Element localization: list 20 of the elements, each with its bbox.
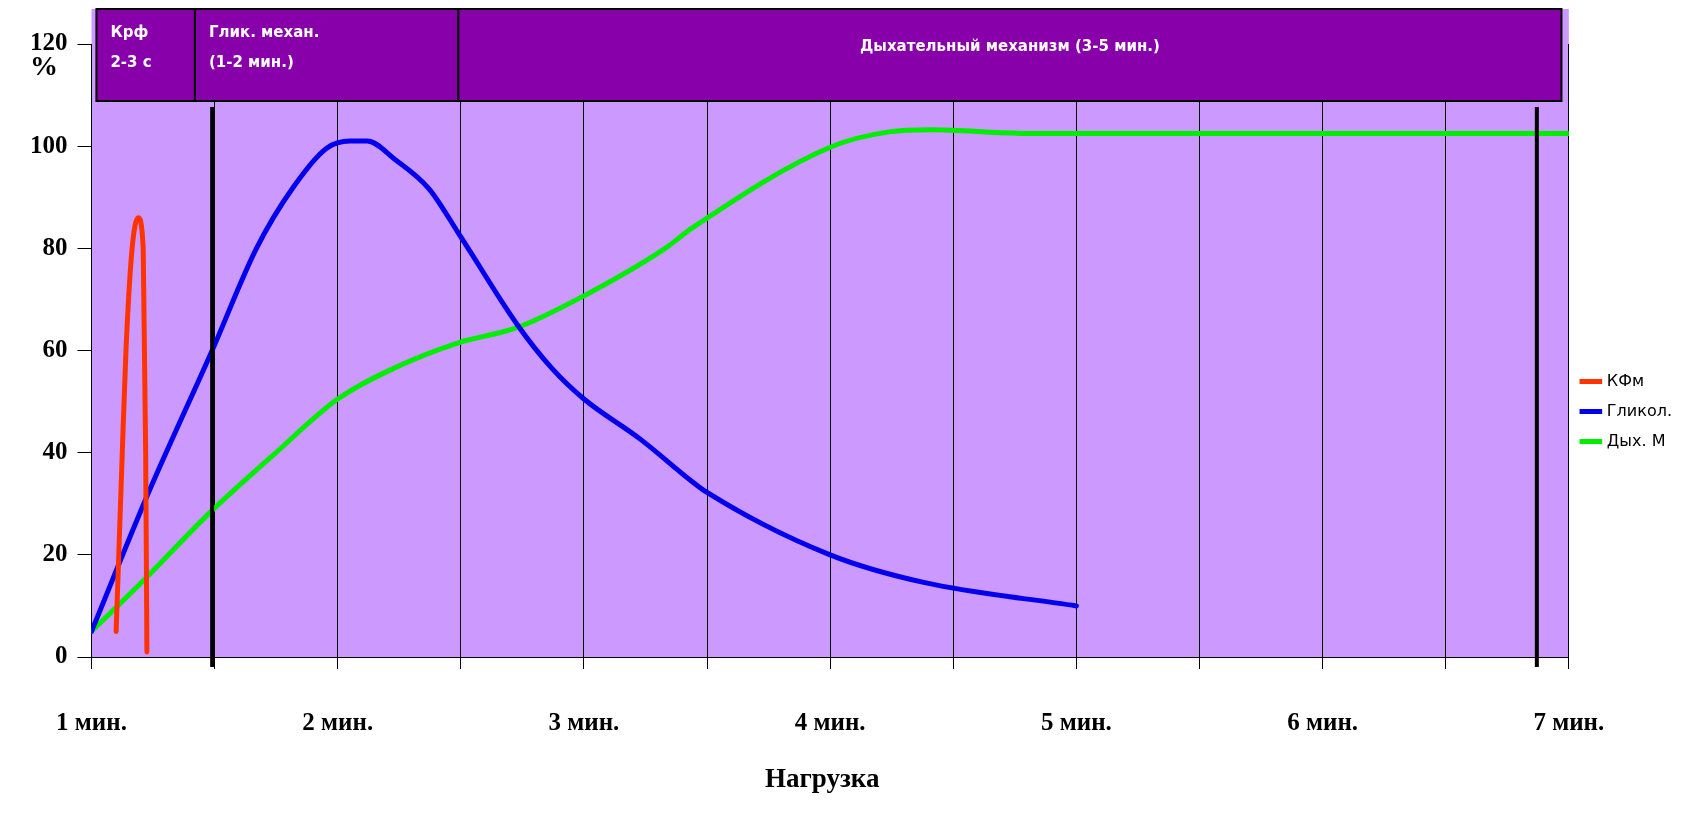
x-axis-title: Нагрузка [764,763,880,794]
band-label: Глик. механ. (1-2 мин.) [208,22,320,71]
y-tick-label: 80 [42,232,68,260]
legend-label: КФм [1606,370,1645,390]
band-label: Дыхательный механизм (3-5 мин.) [859,36,1160,55]
y-tick-label: 60 [42,334,68,362]
y-tick-label: 0 [55,641,68,669]
band-label: Крф 2-3 с [110,22,152,71]
x-tick-label: 1 мин. [56,708,127,736]
x-tick-label: 6 мин. [1287,708,1359,736]
y-tick-label: 20 [42,539,68,567]
legend-label: Гликол. [1606,400,1673,420]
y-tick-label: 100 [30,130,68,158]
x-tick-label: 4 мин. [794,708,866,736]
legend-label: Дых. М [1606,430,1666,450]
x-tick-label: 5 мин. [1040,708,1112,736]
x-tick-label: 2 мин. [302,708,374,736]
y-tick-label: 40 [42,437,68,465]
x-tick-label: 7 мин. [1533,708,1605,736]
x-tick-label: 3 мин. [548,708,620,736]
